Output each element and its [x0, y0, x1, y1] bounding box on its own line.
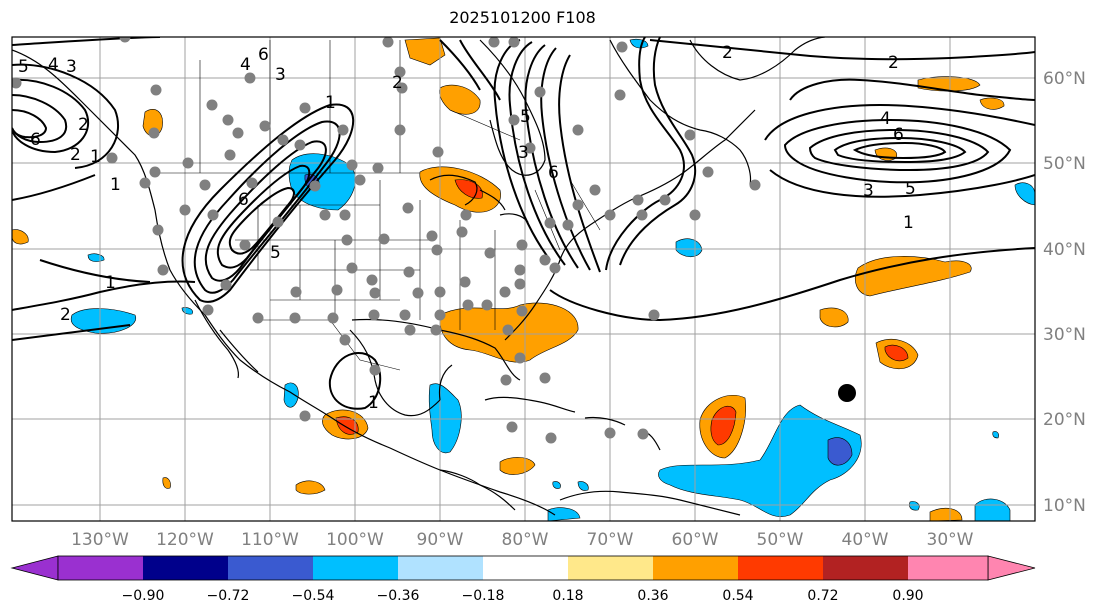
lat-label: 60°N	[1043, 69, 1086, 89]
contour-label: 4	[240, 55, 251, 75]
contour-label: 1	[105, 273, 116, 293]
contour-label: 1	[90, 147, 101, 167]
colorbar-segment	[398, 556, 483, 580]
contour-label: 6	[258, 45, 269, 65]
colorbar-outline	[57, 555, 989, 581]
station-dots	[12, 37, 761, 444]
contour-label: 3	[518, 143, 529, 163]
lon-label: 30°W	[927, 530, 974, 550]
map-title: 2025101200 F108	[449, 8, 596, 27]
contour-label: 6	[238, 190, 249, 210]
contour-label: 4	[880, 109, 891, 129]
contour-label: 5	[520, 107, 531, 127]
contour-label: 1	[325, 93, 336, 113]
colorbar-segment	[908, 556, 988, 580]
contour-label: 2	[888, 53, 899, 73]
colorbar-tick: 0.72	[807, 588, 838, 604]
lon-label: 80°W	[502, 530, 549, 550]
colorbar-tick: −0.54	[292, 588, 335, 604]
lon-label: 110°W	[241, 530, 299, 550]
colorbar-segment	[483, 556, 568, 580]
colorbar-tick: −0.36	[377, 588, 420, 604]
contour-label: 6	[548, 163, 559, 183]
colorbar-tick: 0.54	[722, 588, 753, 604]
colorbar-segment	[568, 556, 653, 580]
colorbar-segment	[653, 556, 738, 580]
colorbar-tick: 0.36	[637, 588, 668, 604]
colorbar-extend-low	[10, 555, 59, 581]
colorbar-segment	[738, 556, 823, 580]
colorbar-tick: −0.18	[462, 588, 505, 604]
map-frame	[11, 36, 1036, 522]
contour-label: 2	[70, 145, 81, 165]
contour-label: 1	[903, 213, 914, 233]
longitude-labels: 130°W 120°W 110°W 100°W 90°W 80°W 70°W 6…	[71, 530, 974, 550]
contour-lines	[12, 37, 1035, 410]
colorbar-segment	[58, 556, 143, 580]
colorbar-segment	[228, 556, 313, 580]
lon-label: 50°W	[757, 530, 804, 550]
contour-label: 6	[893, 125, 904, 145]
tropical-system-marker	[838, 384, 856, 402]
contour-label: 2	[392, 73, 403, 93]
latitude-labels: 60°N 50°N 40°N 30°N 20°N 10°N	[1043, 69, 1086, 516]
anomaly-shading	[12, 37, 1035, 521]
contour-label-group: 2 2 4 6 3 5 1 6 5 3 2 1 6 4 3 5 6 1 2 1 …	[18, 43, 916, 413]
contour-label: 3	[863, 181, 874, 201]
colorbar: −0.90 −0.72 −0.54 −0.36 −0.18 0.18 0.36 …	[10, 555, 1036, 604]
lat-label: 20°N	[1043, 410, 1086, 430]
contour-label: 5	[18, 57, 29, 77]
colorbar-tick: −0.90	[122, 588, 165, 604]
colorbar-extend-high	[987, 555, 1036, 581]
contour-label: 1	[110, 175, 121, 195]
lon-label: 60°W	[672, 530, 719, 550]
lon-label: 70°W	[587, 530, 634, 550]
colorbar-tick: 0.90	[892, 588, 923, 604]
lat-label: 30°N	[1043, 325, 1086, 345]
lon-label: 100°W	[326, 530, 384, 550]
lon-label: 90°W	[417, 530, 464, 550]
contour-label: 3	[66, 57, 77, 77]
contour-label: 2	[78, 115, 89, 135]
contour-label: 2	[722, 43, 733, 63]
lon-label: 120°W	[156, 530, 214, 550]
contour-label: 5	[270, 243, 281, 263]
colorbar-segment	[823, 556, 908, 580]
coastlines	[12, 37, 826, 516]
contour-label: 1	[368, 393, 379, 413]
colorbar-tick: −0.72	[207, 588, 250, 604]
lat-label: 40°N	[1043, 240, 1086, 260]
contour-label: 3	[275, 65, 286, 85]
contour-label: 4	[48, 55, 59, 75]
contour-label: 5	[905, 179, 916, 199]
lon-label: 130°W	[71, 530, 129, 550]
colorbar-segment	[143, 556, 228, 580]
lon-label: 40°W	[842, 530, 889, 550]
lat-label: 10°N	[1043, 496, 1086, 516]
colorbar-segment	[313, 556, 398, 580]
contour-label: 6	[30, 130, 41, 150]
contour-label: 2	[60, 305, 71, 325]
colorbar-tick: 0.18	[552, 588, 583, 604]
lat-label: 50°N	[1043, 154, 1086, 174]
